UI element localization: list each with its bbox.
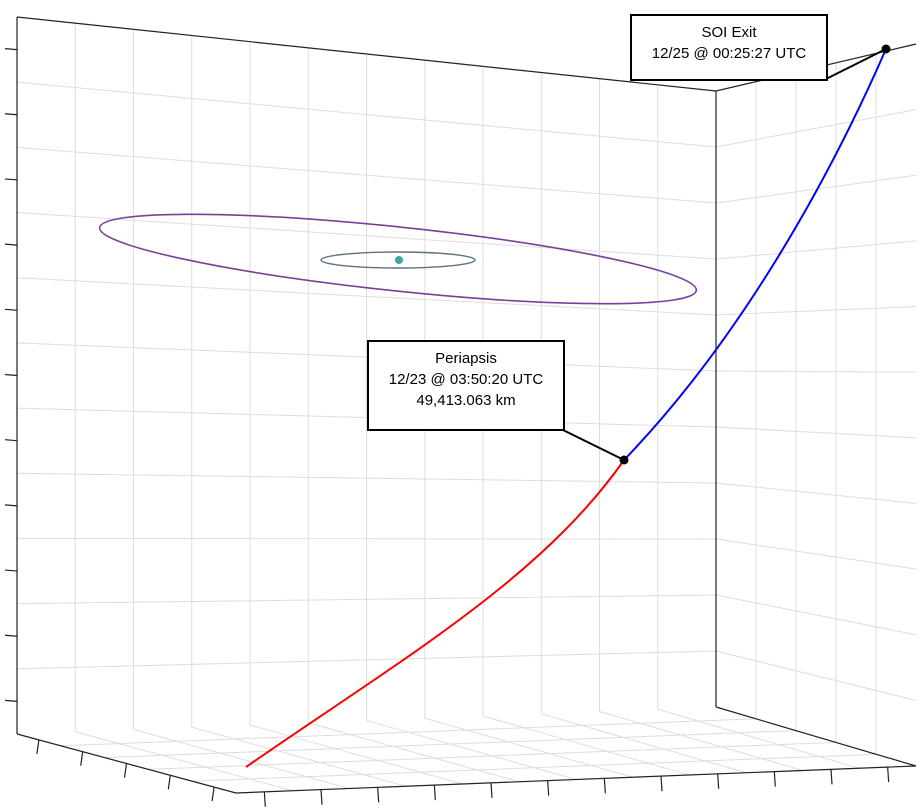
axis-tick xyxy=(490,782,493,798)
grid-line xyxy=(715,240,917,260)
grid-line xyxy=(60,718,757,747)
axis-tick xyxy=(4,504,18,507)
axis-tick xyxy=(4,439,18,442)
grid-line xyxy=(541,713,747,774)
periapsis-callout: Periapsis 12/23 @ 03:50:20 UTC 49,413.06… xyxy=(367,340,565,431)
soi-exit-marker xyxy=(881,44,891,54)
soi-exit-leader-line xyxy=(825,48,887,80)
axis-tick xyxy=(433,785,436,801)
axis-tick xyxy=(830,769,833,785)
axis-tick xyxy=(4,178,18,181)
grid-line xyxy=(482,715,690,776)
soi-exit-time: 12/25 @ 00:25:27 UTC xyxy=(651,45,807,62)
soi-exit-callout: SOI Exit 12/25 @ 00:25:27 UTC xyxy=(630,14,828,81)
axis-tick xyxy=(887,767,890,783)
grid-line xyxy=(104,730,797,759)
axis-tick xyxy=(4,569,18,572)
axis-tick xyxy=(4,373,18,377)
grid-line xyxy=(715,650,917,701)
grid-line xyxy=(715,594,917,636)
grid-line xyxy=(308,722,520,783)
outer-orbit-ellipse xyxy=(98,213,698,305)
periapsis-title: Periapsis xyxy=(435,350,497,367)
grid-line xyxy=(599,711,803,771)
axis-tick xyxy=(603,778,606,794)
central-body-marker xyxy=(395,256,403,264)
axis-line xyxy=(235,765,917,794)
axis-tick xyxy=(320,789,323,805)
axis-tick xyxy=(660,776,663,792)
axis-tick xyxy=(80,751,84,766)
axis-tick xyxy=(36,739,40,754)
grid-line xyxy=(148,741,837,770)
inner-orbit-ellipse xyxy=(320,251,476,269)
grid-line xyxy=(191,726,407,787)
grid-line xyxy=(657,708,860,769)
grid-line xyxy=(715,426,917,439)
grid-line xyxy=(192,753,877,782)
grid-line xyxy=(75,731,293,792)
grid-line xyxy=(715,538,917,570)
axis-tick xyxy=(773,771,776,787)
grid-lines xyxy=(16,23,917,792)
axis-tick xyxy=(4,243,18,246)
inbound-trajectory-line xyxy=(245,459,625,768)
axis-tick xyxy=(4,113,18,116)
grid-line xyxy=(715,109,917,148)
grid-line xyxy=(424,717,633,778)
grid-line xyxy=(715,174,917,204)
axis-tick xyxy=(167,775,171,790)
grid-line xyxy=(133,729,350,789)
axis-line xyxy=(16,16,717,92)
axis-tick xyxy=(4,634,18,637)
axis-tick xyxy=(123,763,128,778)
grid-line xyxy=(249,724,463,785)
grid-line xyxy=(366,720,577,780)
soi-exit-title: SOI Exit xyxy=(701,24,757,41)
grid-line xyxy=(715,482,917,504)
axis-tick xyxy=(377,787,380,803)
periapsis-altitude: 49,413.063 km xyxy=(416,392,516,409)
axis-tick xyxy=(717,773,720,789)
axis-line xyxy=(715,706,917,767)
axis-tick xyxy=(547,780,550,796)
axis-tick xyxy=(4,308,18,311)
periapsis-leader-line xyxy=(562,429,625,461)
outbound-trajectory-line xyxy=(623,48,887,461)
periapsis-time: 12/23 @ 03:50:20 UTC xyxy=(388,371,544,388)
axis-ticks xyxy=(4,47,890,807)
periapsis-marker xyxy=(619,455,629,465)
axis-tick xyxy=(4,699,18,703)
grid-line xyxy=(715,370,917,373)
grid-line xyxy=(715,306,917,316)
axis-tick xyxy=(4,47,18,51)
axis-tick xyxy=(211,787,215,802)
axis-tick xyxy=(263,791,266,807)
